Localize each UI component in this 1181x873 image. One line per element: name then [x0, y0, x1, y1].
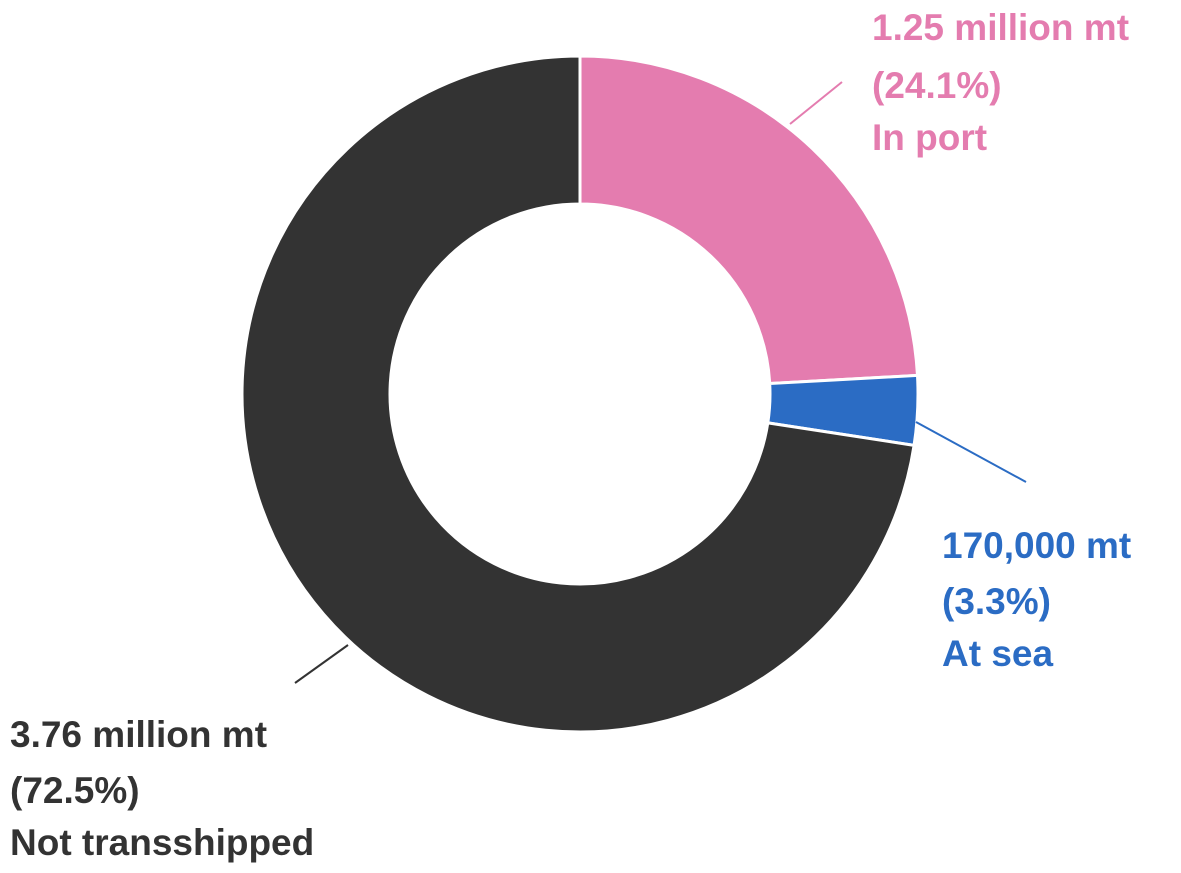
category-label: In port	[872, 117, 987, 158]
leader-line	[915, 421, 1027, 483]
amount-label: 170,000 mt	[942, 525, 1131, 566]
category-label: At sea	[942, 633, 1053, 674]
category-label: Not transshipped	[10, 822, 314, 863]
leader-line	[294, 644, 349, 684]
donut-segment	[578, 54, 920, 386]
percent-label: (24.1%)	[872, 65, 1002, 106]
amount-label: 3.76 million mt	[10, 714, 267, 755]
donut-segment	[240, 54, 916, 734]
percent-label: (3.3%)	[942, 581, 1051, 622]
amount-label: 1.25 million mt	[872, 7, 1129, 48]
percent-label: (72.5%)	[10, 770, 140, 811]
leader-line	[789, 81, 843, 125]
